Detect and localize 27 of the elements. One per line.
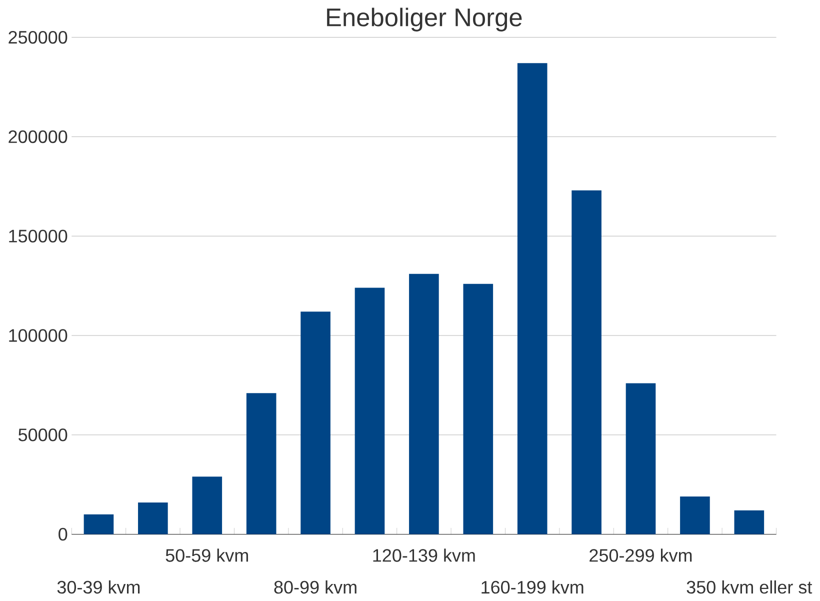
bar: [409, 274, 439, 534]
bar: [192, 476, 222, 534]
y-tick-label: 250000: [8, 30, 68, 44]
bar: [572, 190, 602, 534]
bar: [734, 510, 764, 534]
bar: [84, 514, 114, 534]
bar: [354, 288, 385, 534]
bar: [626, 383, 656, 534]
bar: [463, 284, 494, 534]
chart-title: Eneboliger Norge: [327, 8, 522, 32]
x-tick-label: 30-39 kvm: [57, 580, 140, 594]
x-tick-label: 50-59 kvm: [166, 548, 248, 562]
x-tick-label: 250-299 kvm: [590, 548, 692, 562]
bar: [517, 62, 548, 534]
bar: [300, 311, 330, 534]
y-tick-label: 150000: [9, 230, 68, 242]
y-tick-label: 50000: [18, 428, 68, 442]
y-tick-label: 200000: [8, 130, 68, 143]
x-tick-label: 160-199 kvm: [482, 580, 584, 594]
y-tick-label: 100000: [9, 328, 68, 342]
x-tick-label: 120-139 kvm: [373, 548, 475, 562]
y-tick-label: 0: [58, 528, 68, 540]
bar: [246, 392, 276, 534]
bar: [138, 502, 168, 534]
bar: [680, 496, 710, 534]
x-tick-label: 80-99 kvm: [274, 580, 356, 594]
x-tick-label: 350 kvm eller st: [686, 580, 812, 594]
